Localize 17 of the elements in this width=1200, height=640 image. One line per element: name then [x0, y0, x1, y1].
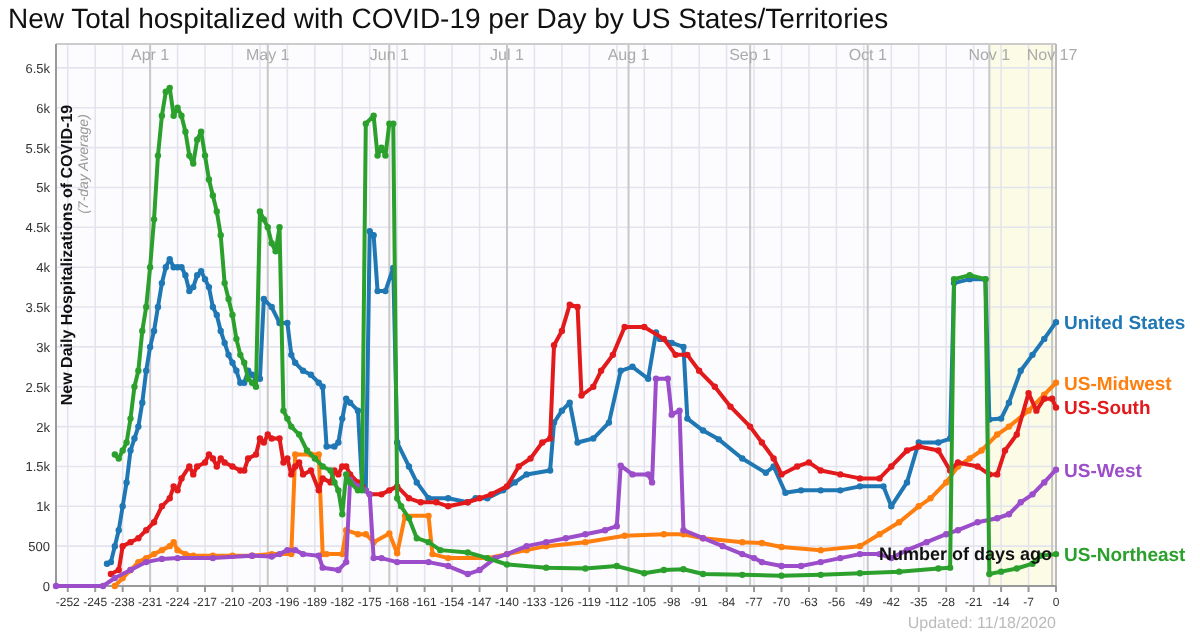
x2-tick-label: Sep 1	[729, 46, 773, 64]
x2-tick-label: May 1	[245, 46, 291, 64]
chart-title: New Total hospitalized with COVID-19 per Day by US States/Territories	[8, 2, 889, 34]
x2-tick-label: Apr 1	[130, 46, 171, 64]
x2-tick-label: Oct 1	[848, 46, 888, 64]
series-label: US-South	[1064, 398, 1151, 421]
series-label: US-West	[1064, 460, 1144, 483]
y-axis-title: New Daily Hospitalizations of COVID-19	[58, 103, 76, 406]
x2-tick-label: Jul 1	[490, 46, 525, 64]
text: Updated: 11/18/2020	[907, 614, 1058, 632]
x2-tick-label: Aug 1	[607, 46, 651, 64]
series-label: United States	[1064, 313, 1186, 336]
series-label: US-Northeast	[1064, 545, 1188, 568]
x2-tick-label: Nov 1	[968, 46, 1012, 64]
x2-tick-label: Nov 17	[1026, 46, 1079, 64]
series-label: US-Midwest	[1064, 373, 1174, 396]
x2-tick-label: Jun 1	[369, 46, 410, 64]
